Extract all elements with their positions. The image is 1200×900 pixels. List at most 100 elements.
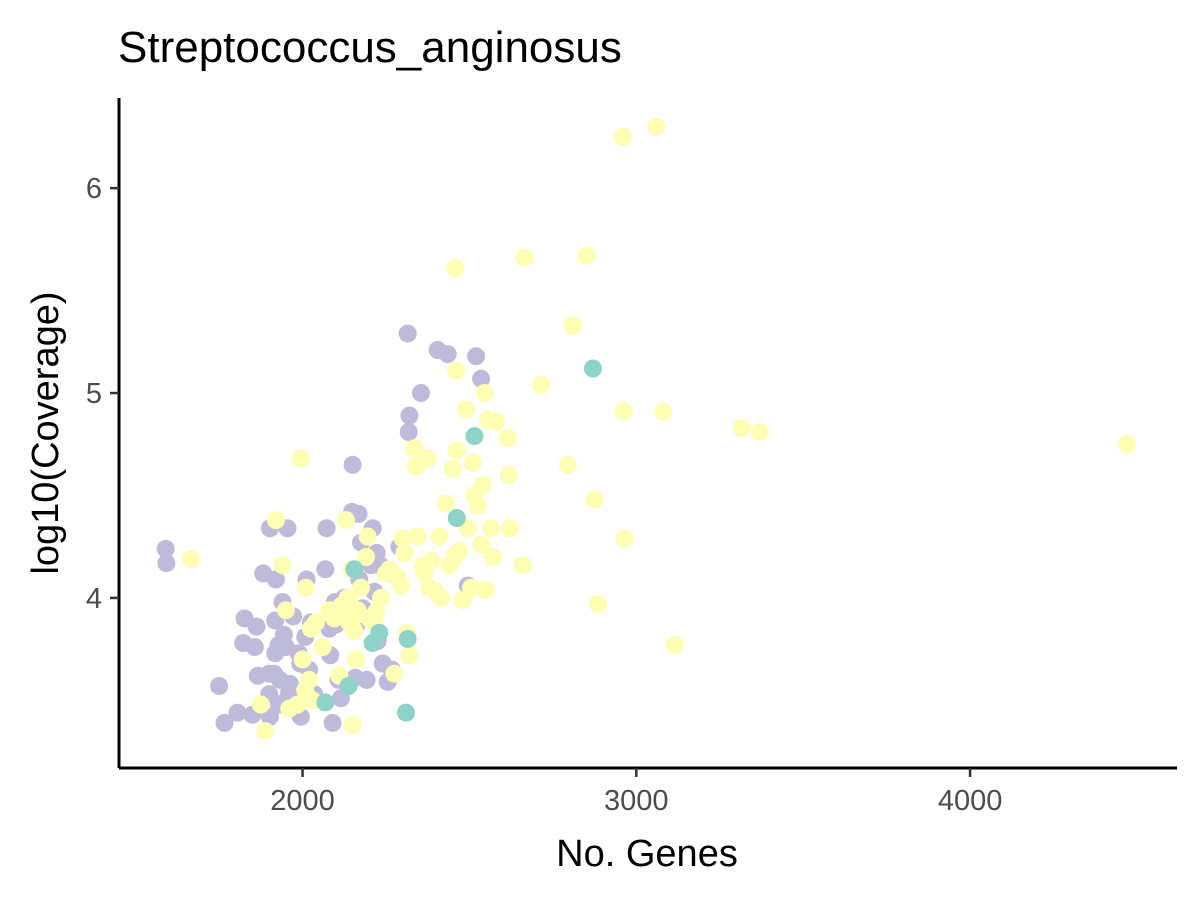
data-point (750, 423, 769, 441)
data-point (398, 629, 417, 648)
data-point (499, 466, 518, 484)
y-tick-label: 4 (86, 583, 102, 615)
data-point (247, 617, 266, 636)
data-point (437, 494, 456, 513)
y-tick-label: 6 (86, 173, 102, 205)
data-point (563, 316, 582, 335)
data-point (276, 601, 295, 620)
data-point (515, 248, 534, 267)
data-point (405, 439, 424, 458)
data-point (614, 127, 632, 146)
data-point (467, 347, 486, 366)
data-point (447, 509, 466, 527)
x-axis-title: No. Genes (556, 833, 738, 875)
data-point (352, 578, 370, 597)
data-point (339, 677, 358, 695)
data-point (256, 722, 275, 741)
data-point (482, 519, 501, 538)
data-point (465, 427, 484, 446)
data-point (347, 650, 365, 669)
data-point (472, 369, 491, 388)
data-point (345, 560, 364, 579)
data-point (181, 550, 200, 568)
data-point (438, 345, 457, 364)
data-point (300, 670, 319, 689)
data-point (615, 529, 634, 548)
x-tick-label: 2000 (270, 785, 335, 817)
data-point (412, 384, 430, 402)
data-point (316, 693, 335, 712)
data-point (501, 519, 520, 538)
x-tick-label: 3000 (604, 785, 669, 817)
data-point (577, 246, 596, 265)
data-point (462, 578, 481, 597)
y-axis-title: log10(Coverage) (25, 291, 67, 574)
data-point (260, 707, 279, 726)
data-point (266, 570, 285, 589)
data-point (647, 117, 666, 136)
data-point (418, 449, 437, 468)
data-point (532, 375, 551, 394)
data-point (432, 588, 451, 607)
data-point (215, 713, 234, 732)
data-point (280, 675, 299, 693)
data-point (291, 449, 310, 468)
data-point (296, 578, 315, 597)
data-point (385, 664, 404, 683)
data-point (498, 429, 517, 448)
data-point (468, 496, 487, 515)
data-point (588, 595, 607, 614)
data-point (323, 713, 342, 732)
data-point (483, 548, 502, 566)
points-layer (156, 117, 1136, 741)
data-point (446, 259, 465, 278)
data-point (228, 703, 247, 722)
data-point (306, 613, 325, 632)
data-point (447, 441, 466, 460)
data-point (251, 695, 270, 714)
data-point (583, 359, 602, 378)
chart-title: Streptococcus_anginosus (118, 23, 622, 72)
data-point (475, 384, 494, 402)
data-point (337, 511, 355, 530)
data-point (408, 527, 427, 546)
data-point (395, 543, 414, 562)
data-point (1117, 435, 1136, 454)
data-point (372, 588, 390, 607)
x-axis-ticks: 2000 3000 4000 (270, 768, 1002, 817)
data-point (558, 455, 577, 474)
data-point (357, 670, 376, 689)
data-point (400, 406, 419, 425)
data-point (393, 529, 412, 548)
data-point (732, 418, 751, 437)
data-point (316, 560, 335, 579)
data-point (397, 703, 415, 722)
data-point (345, 621, 364, 640)
data-point (343, 716, 362, 734)
data-point (266, 511, 285, 530)
data-point (157, 554, 176, 573)
data-point (156, 539, 175, 558)
x-tick-label: 4000 (938, 785, 1003, 817)
data-point (654, 402, 672, 421)
data-point (367, 603, 385, 622)
data-point (293, 650, 312, 669)
data-point (463, 453, 482, 472)
data-point (400, 646, 419, 665)
data-point (513, 556, 532, 575)
data-point (487, 412, 506, 431)
data-point (476, 580, 495, 599)
y-tick-label: 5 (86, 378, 102, 410)
data-point (443, 459, 462, 478)
data-point (357, 548, 375, 566)
data-point (457, 400, 476, 419)
data-point (447, 361, 466, 380)
data-point (343, 455, 362, 474)
data-point (313, 638, 332, 657)
data-point (392, 576, 410, 595)
data-point (614, 402, 633, 421)
data-point (273, 556, 292, 575)
data-point (430, 527, 449, 546)
data-point (317, 519, 336, 538)
